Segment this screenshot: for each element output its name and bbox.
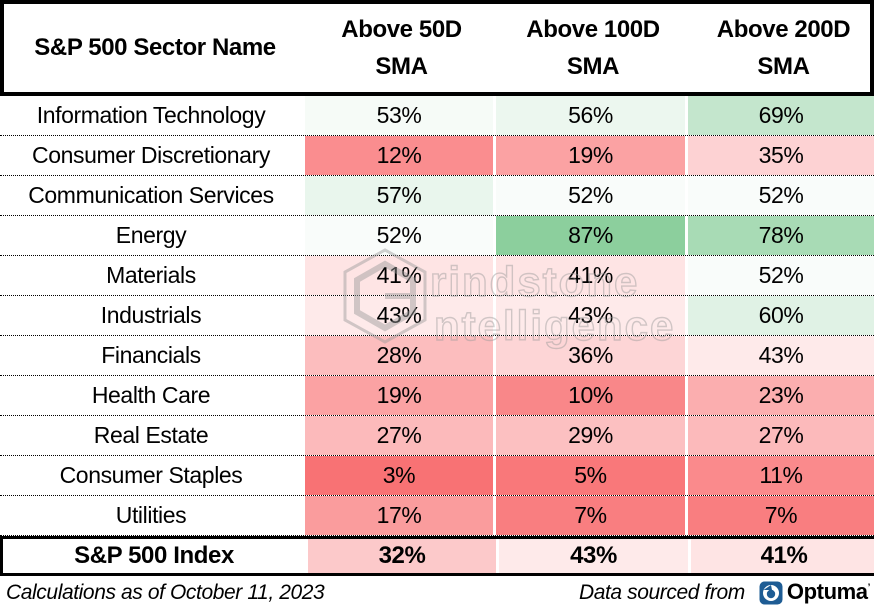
footer: Calculations as of October 11, 2023 Data… bbox=[0, 576, 874, 612]
value-cell: 78% bbox=[685, 216, 874, 255]
value-cell: 43% bbox=[685, 336, 874, 375]
table-row: Financials 28% 36% 43% bbox=[0, 336, 874, 376]
table-header: S&P 500 Sector Name Above 50D SMA Above … bbox=[0, 0, 874, 96]
value-cell: 69% bbox=[685, 96, 874, 135]
value-cell: 7% bbox=[685, 496, 874, 535]
sector-name: Financials bbox=[0, 336, 302, 375]
value-cell: 19% bbox=[493, 136, 685, 175]
data-source-text: Data sourced from bbox=[578, 581, 745, 604]
data-source-note: Data sourced from Optuma’ bbox=[578, 579, 871, 606]
header-above-100d: Above 100D SMA bbox=[526, 15, 660, 80]
value-cell: 52% bbox=[685, 176, 874, 215]
value-cell: 56% bbox=[493, 96, 685, 135]
value-cell: 57% bbox=[302, 176, 493, 215]
table-row: Real Estate 27% 29% 27% bbox=[0, 416, 874, 456]
value-cell: 28% bbox=[302, 336, 493, 375]
value-cell: 32% bbox=[305, 539, 496, 573]
value-cell: 41% bbox=[688, 539, 874, 573]
value-cell: 27% bbox=[302, 416, 493, 455]
value-cell: 43% bbox=[302, 296, 493, 335]
sector-name: Information Technology bbox=[0, 96, 302, 135]
calculations-date-note: Calculations as of October 11, 2023 bbox=[6, 581, 325, 604]
table-row: Communication Services 57% 52% 52% bbox=[0, 176, 874, 216]
value-cell: 41% bbox=[302, 256, 493, 295]
value-cell: 43% bbox=[496, 539, 688, 573]
index-name: S&P 500 Index bbox=[3, 539, 305, 573]
header-above-200d: Above 200D SMA bbox=[716, 15, 851, 80]
table-row: Industrials 43% 43% 60% bbox=[0, 296, 874, 336]
index-row: S&P 500 Index 32% 43% 41% bbox=[0, 536, 874, 576]
value-cell: 87% bbox=[493, 216, 685, 255]
value-cell: 11% bbox=[685, 456, 874, 495]
value-cell: 60% bbox=[685, 296, 874, 335]
value-cell: 27% bbox=[685, 416, 874, 455]
sector-name: Materials bbox=[0, 256, 302, 295]
optuma-logo-icon bbox=[759, 581, 783, 605]
table-row: Information Technology 53% 56% 69% bbox=[0, 96, 874, 136]
table-row: Health Care 19% 10% 23% bbox=[0, 376, 874, 416]
value-cell: 52% bbox=[493, 176, 685, 215]
table-row: Energy 52% 87% 78% bbox=[0, 216, 874, 256]
value-cell: 53% bbox=[302, 96, 493, 135]
value-cell: 52% bbox=[685, 256, 874, 295]
value-cell: 7% bbox=[493, 496, 685, 535]
optuma-logo: Optuma’ bbox=[759, 579, 871, 606]
value-cell: 10% bbox=[493, 376, 685, 415]
value-cell: 3% bbox=[302, 456, 493, 495]
value-cell: 17% bbox=[302, 496, 493, 535]
value-cell: 29% bbox=[493, 416, 685, 455]
header-sector-name: S&P 500 Sector Name bbox=[34, 34, 276, 62]
optuma-logo-text: Optuma’ bbox=[786, 579, 871, 604]
value-cell: 35% bbox=[685, 136, 874, 175]
value-cell: 43% bbox=[493, 296, 685, 335]
sector-name: Real Estate bbox=[0, 416, 302, 455]
table-row: Consumer Staples 3% 5% 11% bbox=[0, 456, 874, 496]
sector-name: Consumer Staples bbox=[0, 456, 302, 495]
value-cell: 41% bbox=[493, 256, 685, 295]
sector-name: Utilities bbox=[0, 496, 302, 535]
table-row: Consumer Discretionary 12% 19% 35% bbox=[0, 136, 874, 176]
sector-name: Energy bbox=[0, 216, 302, 255]
value-cell: 36% bbox=[493, 336, 685, 375]
value-cell: 23% bbox=[685, 376, 874, 415]
value-cell: 12% bbox=[302, 136, 493, 175]
value-cell: 52% bbox=[302, 216, 493, 255]
table-body: Information Technology 53% 56% 69% Consumer … bbox=[0, 96, 874, 536]
sector-name: Health Care bbox=[0, 376, 302, 415]
header-above-50d: Above 50D SMA bbox=[341, 15, 462, 80]
sector-name: Consumer Discretionary bbox=[0, 136, 302, 175]
value-cell: 19% bbox=[302, 376, 493, 415]
table-row: Utilities 17% 7% 7% bbox=[0, 496, 874, 536]
table-row: Materials 41% 41% 52% bbox=[0, 256, 874, 296]
sector-name: Communication Services bbox=[0, 176, 302, 215]
value-cell: 5% bbox=[493, 456, 685, 495]
sector-name: Industrials bbox=[0, 296, 302, 335]
